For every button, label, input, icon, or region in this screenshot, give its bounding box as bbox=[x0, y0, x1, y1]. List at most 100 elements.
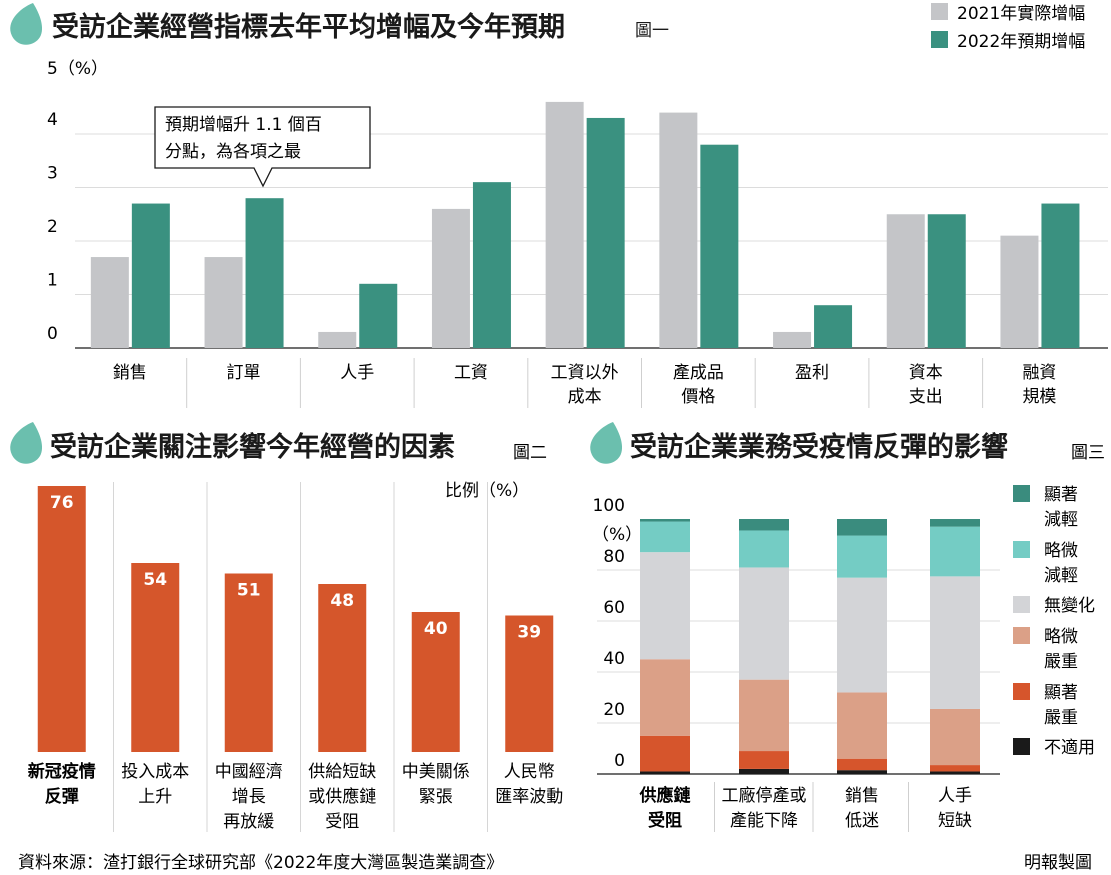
fig3-legend-swatch bbox=[1013, 596, 1030, 613]
fig3-x-label-0-line0: 供應鏈 bbox=[639, 785, 691, 806]
fig2-title: 受訪企業關注影響今年經營的因素 bbox=[50, 431, 455, 463]
fig3-chart: 受訪企業業務受疫情反彈的影響 圖三 （%） 0 20 40 60 80 100 供應鏈受阻… bbox=[590, 422, 1105, 832]
fig1-y-tick-label: 0 bbox=[47, 324, 58, 344]
fig2-x-label-3-line0: 供給短缺 bbox=[308, 762, 376, 782]
fig2-x-label-5-line1: 匯率波動 bbox=[495, 787, 563, 807]
fig1-bar-2022 bbox=[472, 182, 511, 348]
fig2-title-drop-icon bbox=[10, 422, 43, 464]
fig2-bar-value-label: 39 bbox=[517, 623, 541, 643]
fig1-bar-2022 bbox=[131, 203, 170, 348]
fig2-bar bbox=[131, 563, 180, 752]
fig3-x-label-3-line1: 短缺 bbox=[938, 811, 972, 831]
fig3-legend-label: 略微 bbox=[1044, 541, 1078, 561]
fig3-y-tick-label: 0 bbox=[614, 751, 625, 771]
fig1-y-tick-label: 2 bbox=[47, 217, 58, 237]
fig2-x-label-1-line1: 上升 bbox=[138, 787, 172, 807]
fig3-bar-segment-3 bbox=[640, 552, 690, 660]
fig1-bar-2021 bbox=[659, 112, 698, 348]
fig2-bar bbox=[411, 612, 460, 752]
fig3-bar-segment-1 bbox=[739, 751, 789, 769]
fig3-x-label-0-line1: 受阻 bbox=[648, 810, 682, 831]
fig3-bar-segment-1 bbox=[640, 735, 690, 772]
fig1-x-label-5-line0: 產成品 bbox=[673, 363, 724, 383]
fig3-bar-segment-4 bbox=[930, 526, 980, 577]
fig2-bar-value-label: 76 bbox=[50, 493, 74, 513]
fig2-bar bbox=[37, 486, 86, 752]
fig2-x-label-0-line0: 新冠疫情 bbox=[28, 761, 96, 782]
fig1-bar-2022 bbox=[814, 305, 853, 348]
fig1-x-label-7-line1: 支出 bbox=[909, 387, 943, 407]
fig2-x-label-1-line0: 投入成本 bbox=[121, 762, 189, 782]
fig3-legend-swatch bbox=[1013, 485, 1030, 502]
fig2-x-label-4-line0: 中美關係 bbox=[402, 762, 470, 782]
fig2-x-label-2-line0: 中國經濟 bbox=[215, 762, 283, 782]
fig2-bar bbox=[318, 584, 367, 752]
fig3-y-tick-label: 60 bbox=[603, 598, 625, 618]
fig1-chart: 受訪企業經營指標去年平均增幅及今年預期 圖一 2021年實際增幅 2022年預期… bbox=[10, 3, 1108, 408]
fig1-x-label-8-line0: 融資 bbox=[1022, 363, 1056, 383]
fig1-callout: 預期增幅升 1.1 個百 分點，為各項之最 bbox=[154, 106, 371, 188]
fig3-bar-segment-2 bbox=[739, 679, 789, 752]
fig3-bar-segment-4 bbox=[640, 521, 690, 553]
fig3-x-label-2-line0: 銷售 bbox=[845, 786, 879, 806]
fig1-callout-box bbox=[154, 106, 371, 188]
fig3-y-axis-label: （%） bbox=[592, 525, 642, 545]
fig1-bars bbox=[90, 101, 1080, 349]
fig3-x-label-3-line0: 人手 bbox=[938, 786, 972, 806]
fig2-x-label-0-line1: 反彈 bbox=[45, 787, 79, 807]
fig1-bar-2021 bbox=[431, 208, 470, 348]
fig3-legend-label: 減輕 bbox=[1044, 566, 1078, 586]
fig2-x-label-3-line2: 受阻 bbox=[325, 812, 359, 832]
source-note: 資料來源：渣打銀行全球研究部《2022年度大灣區製造業調查》 bbox=[18, 853, 503, 873]
fig1-x-label-1-line0: 訂單 bbox=[227, 363, 261, 383]
fig1-bar-2022 bbox=[700, 144, 739, 348]
fig3-bar-segment-0 bbox=[930, 771, 980, 774]
fig3-legend-swatch bbox=[1013, 738, 1030, 755]
fig3-bar-segment-0 bbox=[837, 770, 887, 774]
fig1-bar-2021 bbox=[318, 331, 357, 348]
fig3-y-tick-label: 100 bbox=[593, 496, 625, 516]
fig1-bar-2022 bbox=[245, 198, 284, 348]
fig2-bar bbox=[505, 615, 554, 752]
fig1-title: 受訪企業經營指標去年平均增幅及今年預期 bbox=[52, 11, 565, 43]
fig3-bar-segment-1 bbox=[837, 758, 887, 771]
fig1-y-tick-label: 4 bbox=[47, 110, 58, 130]
fig3-bar-segment-1 bbox=[930, 765, 980, 772]
fig2-x-label-5-line0: 人民幣 bbox=[504, 762, 555, 782]
fig1-bar-2021 bbox=[90, 257, 129, 348]
fig3-legend-label: 不適用 bbox=[1044, 738, 1095, 758]
fig3-bar-segment-5 bbox=[640, 519, 690, 522]
fig3-y-tick-label: 80 bbox=[603, 547, 625, 567]
fig2-bar-value-label: 54 bbox=[143, 570, 167, 590]
fig1-bar-2021 bbox=[773, 331, 812, 348]
fig2-bar-value-label: 48 bbox=[330, 591, 354, 611]
fig3-bar-segment-5 bbox=[837, 519, 887, 536]
fig2-bar-value-label: 40 bbox=[424, 619, 448, 639]
fig3-bar-segment-5 bbox=[739, 519, 789, 531]
fig3-legend-swatch bbox=[1013, 683, 1030, 700]
fig1-legend-label-2022: 2022年預期增幅 bbox=[957, 32, 1085, 52]
fig1-legend-swatch-2022 bbox=[931, 31, 948, 48]
fig1-bar-2022 bbox=[359, 283, 398, 348]
fig3-bar-segment-4 bbox=[739, 530, 789, 568]
fig3-title: 受訪企業業務受疫情反彈的影響 bbox=[630, 431, 1008, 463]
fig3-x-label-1-line1: 產能下降 bbox=[730, 811, 798, 831]
fig2-x-label-4-line1: 緊張 bbox=[419, 787, 453, 807]
fig3-bar-segment-4 bbox=[837, 535, 887, 578]
fig3-bar-segment-3 bbox=[930, 576, 980, 709]
fig1-bar-2022 bbox=[927, 214, 966, 348]
fig2-bar-value-label: 51 bbox=[237, 581, 261, 601]
fig1-x-label-4-line1: 成本 bbox=[568, 387, 602, 407]
fig3-y-tick-label: 40 bbox=[603, 649, 625, 669]
fig3-x-label-2-line1: 低迷 bbox=[845, 811, 879, 831]
fig1-x-label-7-line0: 資本 bbox=[909, 363, 943, 383]
fig3-legend-label: 顯著 bbox=[1044, 485, 1078, 505]
fig1-legend-label-2021: 2021年實際增幅 bbox=[957, 4, 1085, 24]
fig3-legend-label: 嚴重 bbox=[1044, 652, 1078, 672]
fig3-legend-swatch bbox=[1013, 627, 1030, 644]
fig3-x-label-1-line0: 工廠停產或 bbox=[722, 785, 807, 806]
fig1-bar-2021 bbox=[204, 257, 243, 348]
